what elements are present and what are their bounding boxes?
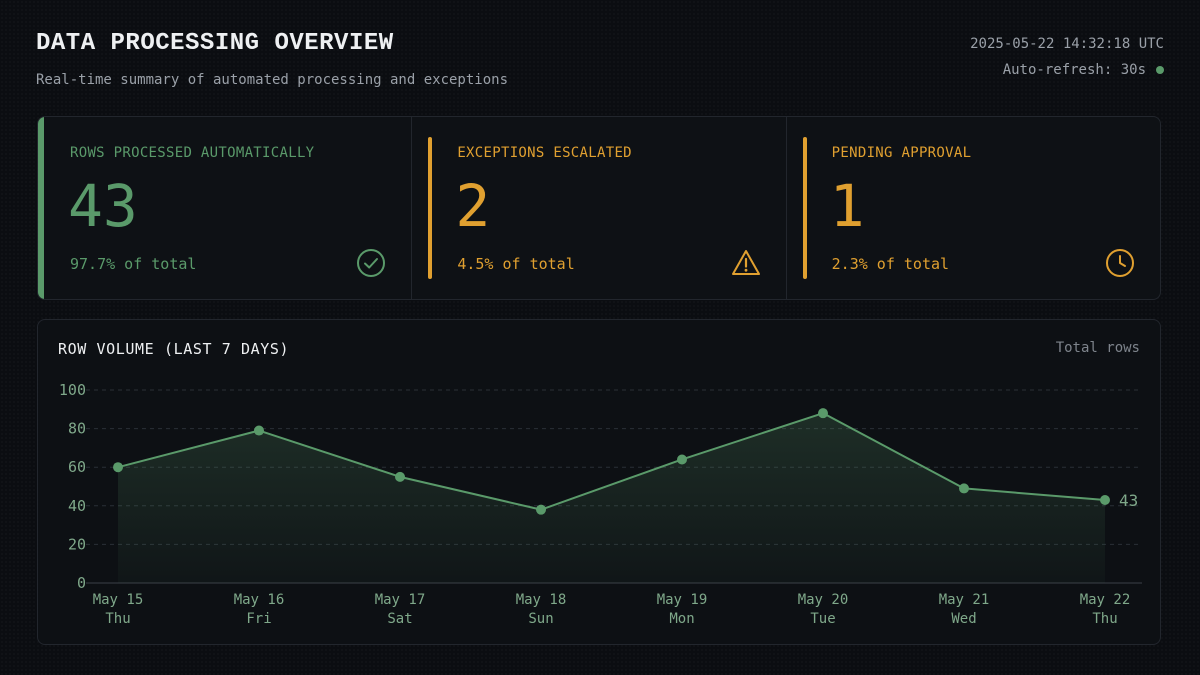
- x-tick-label: May 16: [234, 592, 285, 608]
- area-fill: [118, 413, 1105, 583]
- chart-title: ROW VOLUME (LAST 7 DAYS): [58, 340, 290, 358]
- auto-refresh-status[interactable]: Auto-refresh: 30s: [1003, 62, 1164, 78]
- x-tick-weekday-label: Thu: [1092, 611, 1117, 627]
- kpi-accent-bar: [38, 117, 44, 299]
- last-value-label: 43: [1119, 491, 1138, 510]
- kpi-label: ROWS PROCESSED AUTOMATICALLY: [70, 145, 315, 161]
- x-tick-label: May 18: [516, 592, 567, 608]
- warning-triangle-icon: [731, 250, 760, 275]
- data-point: [1100, 495, 1110, 506]
- y-tick-label: 60: [68, 458, 86, 476]
- x-tick-label: May 15: [93, 592, 144, 608]
- page-title: DATA PROCESSING OVERVIEW: [36, 30, 394, 57]
- page-subtitle: Real-time summary of automated processin…: [36, 72, 509, 88]
- x-tick-label: May 21: [939, 592, 990, 608]
- x-tick-label: May 17: [375, 592, 426, 608]
- chart-legend: Total rows: [1055, 340, 1140, 356]
- auto-refresh-label: Auto-refresh: 30s: [1002, 62, 1146, 78]
- kpi-card-pending-approval[interactable]: PENDING APPROVAL 1 2.3% of total: [787, 117, 1160, 299]
- data-point: [536, 504, 546, 515]
- data-point: [254, 425, 264, 436]
- y-tick-label: 40: [68, 497, 86, 515]
- row-volume-chart: 0 20 40 60 80 100 43 May 15 Thu May 16 Fri May 17 Sa…: [59, 381, 1142, 627]
- kpi-percentage: 4.5% of total: [457, 255, 575, 273]
- x-tick-label: May 22: [1080, 592, 1131, 608]
- x-tick-label: May 20: [798, 592, 849, 608]
- kpi-card-exceptions-escalated[interactable]: EXCEPTIONS ESCALATED 2 4.5% of total: [412, 117, 787, 299]
- clock-icon: [1105, 249, 1134, 277]
- x-tick-label: May 19: [657, 592, 708, 608]
- x-tick-weekday-label: Sat: [387, 611, 412, 627]
- kpi-percentage: 2.3% of total: [831, 255, 950, 273]
- data-point: [395, 471, 405, 482]
- x-tick-weekday-label: Sun: [528, 611, 553, 627]
- series-line: [117, 412, 1106, 511]
- x-tick-weekday-label: Thu: [105, 611, 130, 627]
- data-point: [959, 483, 969, 494]
- x-tick-weekday-label: Mon: [669, 611, 694, 627]
- x-tick-weekday-label: Tue: [810, 611, 835, 627]
- data-point: [677, 454, 687, 465]
- x-tick-weekday-label: Wed: [951, 611, 976, 627]
- y-tick-label: 20: [68, 535, 86, 553]
- kpi-row: ROWS PROCESSED AUTOMATICALLY 43 97.7% of…: [37, 116, 1161, 300]
- kpi-accent-bar: [802, 137, 807, 279]
- kpi-label: PENDING APPROVAL: [831, 145, 972, 161]
- kpi-value: 43: [68, 172, 138, 240]
- kpi-percentage: 97.7% of total: [70, 255, 197, 273]
- row-volume-chart-panel: ROW VOLUME (LAST 7 DAYS) Total rows 0 20 4…: [37, 319, 1161, 645]
- timestamp: 2025-05-22 14:32:18 UTC: [970, 36, 1164, 52]
- kpi-accent-bar: [428, 137, 433, 279]
- x-tick-weekday-label: Fri: [246, 611, 271, 627]
- kpi-value: 1: [829, 172, 865, 240]
- kpi-label: EXCEPTIONS ESCALATED: [457, 145, 632, 161]
- data-point: [818, 408, 828, 419]
- check-circle-icon: [357, 249, 386, 277]
- kpi-card-rows-processed[interactable]: ROWS PROCESSED AUTOMATICALLY 43 97.7% of…: [38, 117, 413, 299]
- y-tick-label: 100: [59, 381, 86, 399]
- y-tick-label: 80: [68, 420, 86, 438]
- y-tick-label: 0: [77, 574, 86, 592]
- kpi-value: 2: [455, 172, 491, 240]
- live-status-dot-icon: [1156, 66, 1164, 74]
- data-point: [113, 462, 123, 473]
